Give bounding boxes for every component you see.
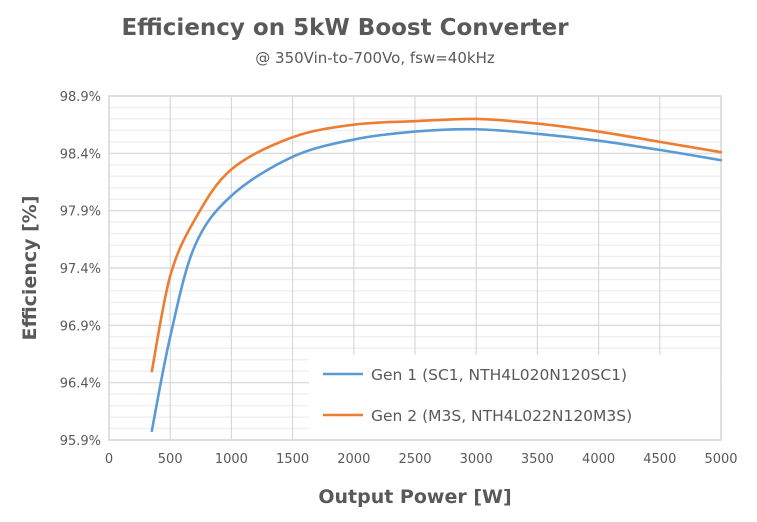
y-tick-label: 97.4%	[60, 262, 101, 277]
y-tick-label: 95.9%	[60, 434, 101, 449]
x-tick-label: 5000	[704, 452, 737, 467]
y-tick-label: 98.9%	[60, 90, 101, 105]
legend-box	[309, 355, 720, 439]
chart-subtitle: @ 350Vin-to-700Vo, fsw=40kHz	[255, 49, 495, 67]
x-tick-label: 2500	[398, 452, 431, 467]
x-axis-label: Output Power [W]	[318, 486, 511, 508]
x-tick-label: 3000	[460, 452, 493, 467]
x-tick-label: 1000	[215, 452, 248, 467]
y-tick-label: 97.9%	[60, 205, 101, 220]
legend-label: Gen 2 (M3S, NTH4L022N120M3S)	[371, 407, 632, 425]
y-tick-label: 98.4%	[60, 147, 101, 162]
x-tick-label: 3500	[521, 452, 554, 467]
legend: Gen 1 (SC1, NTH4L020N120SC1) Gen 2 (M3S, …	[309, 355, 720, 439]
x-tick-label: 4500	[643, 452, 676, 467]
series-line-gen1	[150, 127, 723, 433]
legend-label: Gen 1 (SC1, NTH4L020N120SC1)	[371, 366, 627, 384]
x-tick-label: 4000	[582, 452, 615, 467]
x-tick-label: 2000	[337, 452, 370, 467]
series-line-gen2	[150, 117, 723, 373]
plot-border	[108, 95, 722, 441]
chart-title: Efficiency on 5kW Boost Converter	[121, 15, 569, 41]
x-tick-label: 0	[105, 452, 113, 467]
x-tick-label: 1500	[276, 452, 309, 467]
y-axis-label: Efficiency [%]	[19, 195, 41, 340]
y-tick-label: 96.9%	[60, 319, 101, 334]
x-tick-label: 500	[158, 452, 183, 467]
y-tick-label: 96.4%	[60, 377, 101, 392]
